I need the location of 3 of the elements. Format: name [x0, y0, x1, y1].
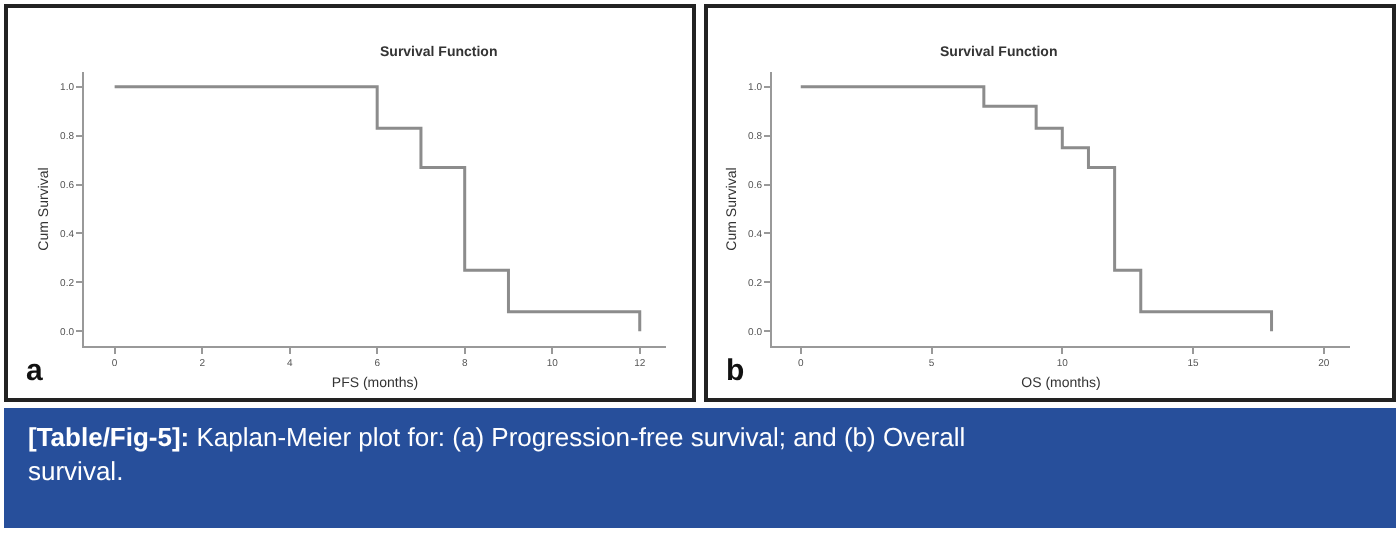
text: a: [26, 354, 44, 388]
text: b: [726, 354, 745, 388]
text: [Table/Fig-5]: Kaplan-Meier plot for: (a) Progression-free survival; and (b) Overall survival.: [28, 422, 966, 486]
